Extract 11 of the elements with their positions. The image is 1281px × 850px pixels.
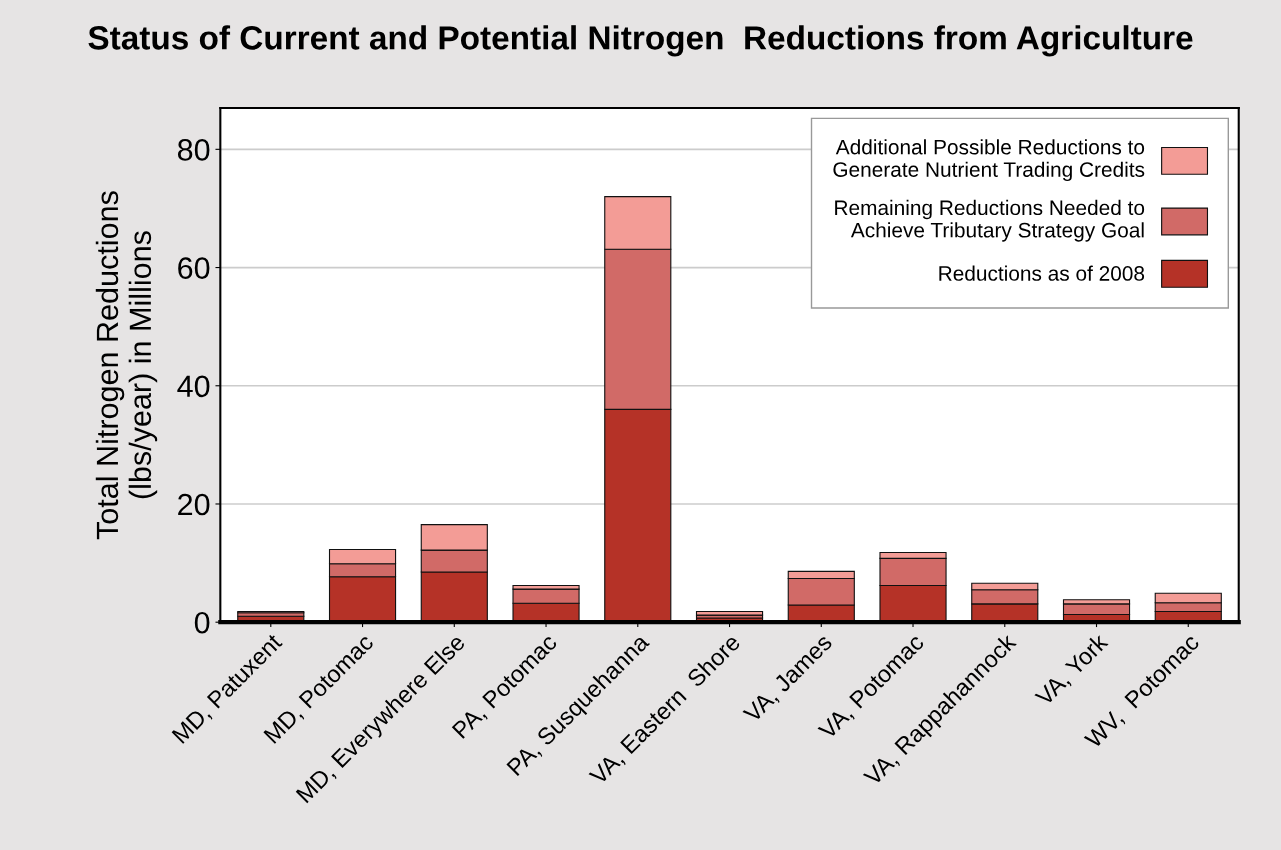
- y-tick-label: 60: [178, 257, 210, 279]
- y-tick-label: 20: [178, 493, 210, 516]
- y-tick-label: 80: [177, 139, 210, 161]
- y-axis-title: Total Nitrogen Reductions (lbs/year) in Millions: [95, 191, 158, 540]
- y-tick-label: 0: [194, 611, 210, 634]
- legend-label: Remaining Reductions Needed to Achieve Tributary Strategy Goal: [835, 199, 1145, 242]
- legend-label: Additional Possible Reductions to Generate Nutrient Trading Credits: [833, 139, 1145, 182]
- chart-title: Status of Current and Potential Nitrogen Reductions from Agriculture: [88, 25, 1193, 57]
- x-tick-label: VA, York: [1033, 631, 1111, 709]
- y-tick-label: 40: [177, 375, 210, 398]
- legend-label: Reductions as of 2008: [939, 265, 1145, 281]
